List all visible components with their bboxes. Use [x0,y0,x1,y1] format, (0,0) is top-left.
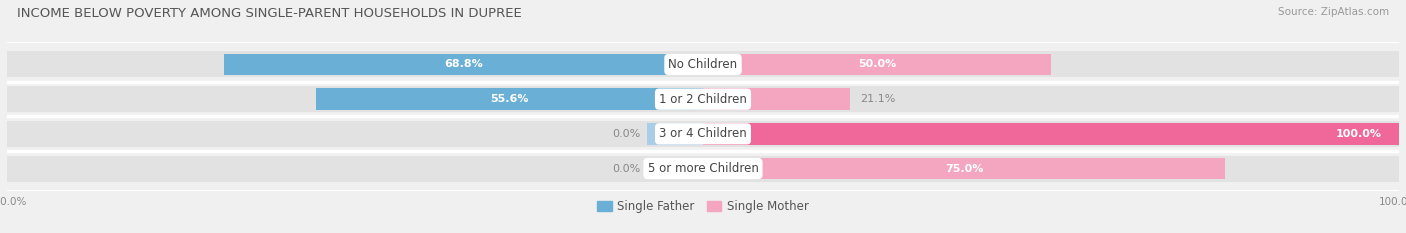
Text: 21.1%: 21.1% [860,94,896,104]
Text: INCOME BELOW POVERTY AMONG SINGLE-PARENT HOUSEHOLDS IN DUPREE: INCOME BELOW POVERTY AMONG SINGLE-PARENT… [17,7,522,20]
Bar [316,88,703,110]
Bar [703,88,849,110]
Bar [647,123,703,145]
Bar [7,155,703,182]
Legend: Single Father, Single Mother: Single Father, Single Mother [593,195,813,218]
Text: 50.0%: 50.0% [858,59,896,69]
Text: 100.0%: 100.0% [1336,129,1382,139]
Text: 55.6%: 55.6% [491,94,529,104]
Bar [7,121,703,147]
Text: 68.8%: 68.8% [444,59,484,69]
Bar [7,51,703,78]
Bar [703,158,1225,179]
Text: 1 or 2 Children: 1 or 2 Children [659,93,747,106]
Bar [703,155,1399,182]
Bar [703,86,1399,112]
Text: 0.0%: 0.0% [612,129,640,139]
Text: Source: ZipAtlas.com: Source: ZipAtlas.com [1278,7,1389,17]
Bar [703,123,1399,145]
Bar [703,121,1399,147]
Bar [224,54,703,75]
Bar [703,54,1052,75]
Text: 5 or more Children: 5 or more Children [648,162,758,175]
Bar [647,158,703,179]
Bar [703,51,1399,78]
Text: 3 or 4 Children: 3 or 4 Children [659,127,747,140]
Text: 0.0%: 0.0% [612,164,640,174]
Text: 75.0%: 75.0% [945,164,983,174]
Text: No Children: No Children [668,58,738,71]
Bar [7,86,703,112]
